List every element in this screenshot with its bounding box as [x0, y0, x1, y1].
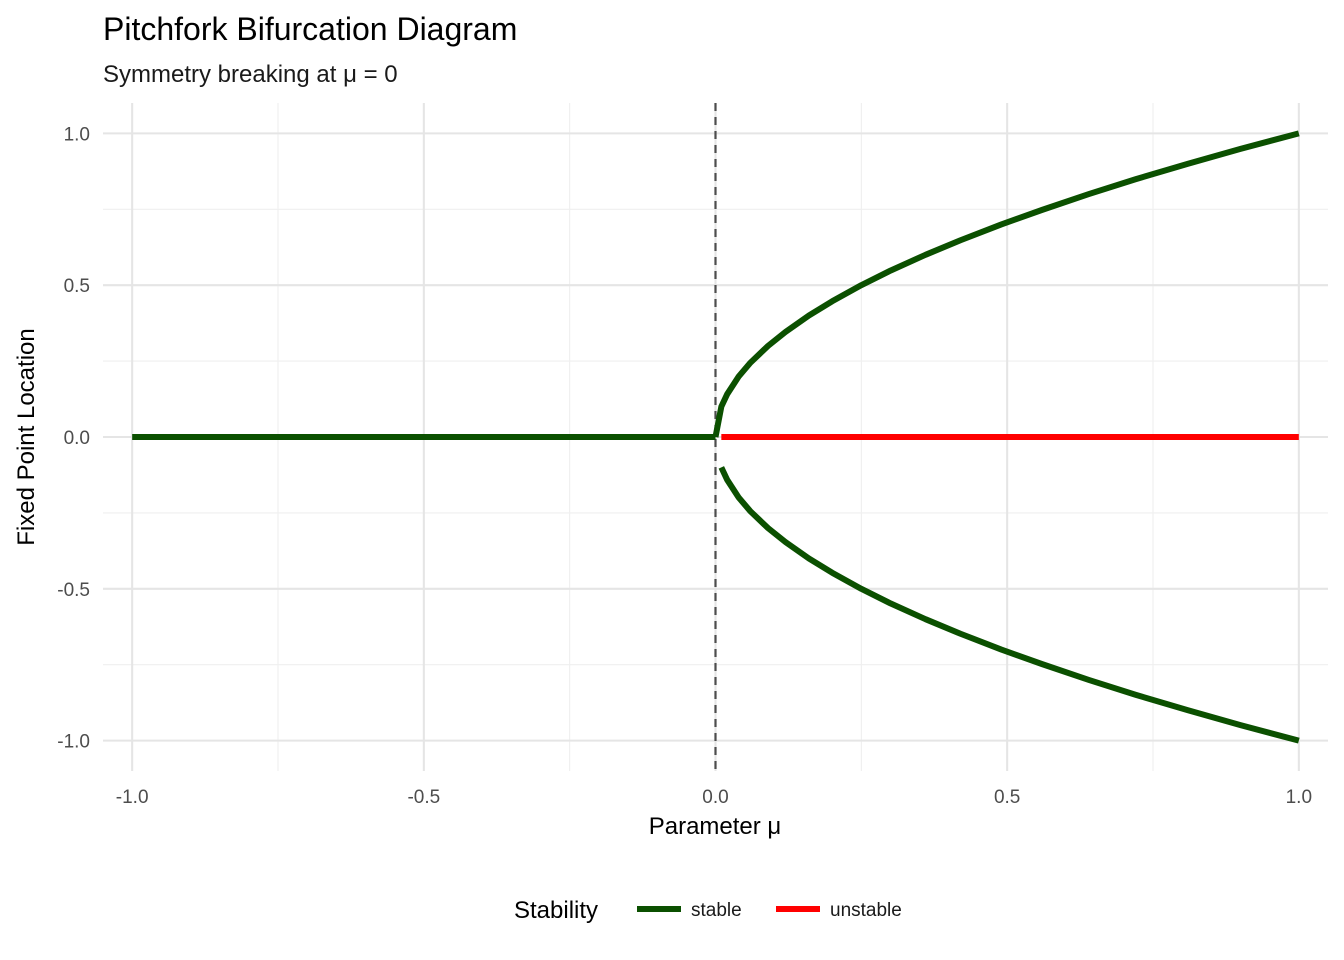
- series-group: [132, 130, 1300, 744]
- y-tick-labels: -1.0 -0.5 0.0 0.5 1.0: [57, 124, 90, 752]
- legend: Stability stable unstable: [514, 897, 902, 924]
- chart-subtitle: Symmetry breaking at μ = 0: [103, 61, 398, 88]
- x-tick-label: -1.0: [116, 787, 149, 808]
- y-tick-label: 1.0: [64, 124, 90, 145]
- x-tick-label: 1.0: [1286, 787, 1312, 808]
- x-tick-label: 0.0: [702, 787, 728, 808]
- y-tick-label: 0.5: [64, 276, 90, 297]
- x-tick-label: 0.5: [994, 787, 1020, 808]
- y-tick-label: -0.5: [57, 580, 90, 601]
- chart-title: Pitchfork Bifurcation Diagram: [103, 11, 517, 47]
- x-axis-title: Parameter μ: [649, 813, 782, 840]
- x-tick-labels: -1.0 -0.5 0.0 0.5 1.0: [116, 787, 1312, 808]
- y-axis-title: Fixed Point Location: [13, 328, 40, 545]
- x-tick-label: -0.5: [407, 787, 440, 808]
- legend-title: Stability: [514, 897, 598, 924]
- legend-label-unstable: unstable: [830, 900, 902, 921]
- y-tick-label: 0.0: [64, 428, 90, 449]
- legend-label-stable: stable: [691, 900, 742, 921]
- series-line-stable-1: [712, 130, 1300, 438]
- series-line-stable-2: [718, 466, 1300, 744]
- y-tick-label: -1.0: [57, 732, 90, 753]
